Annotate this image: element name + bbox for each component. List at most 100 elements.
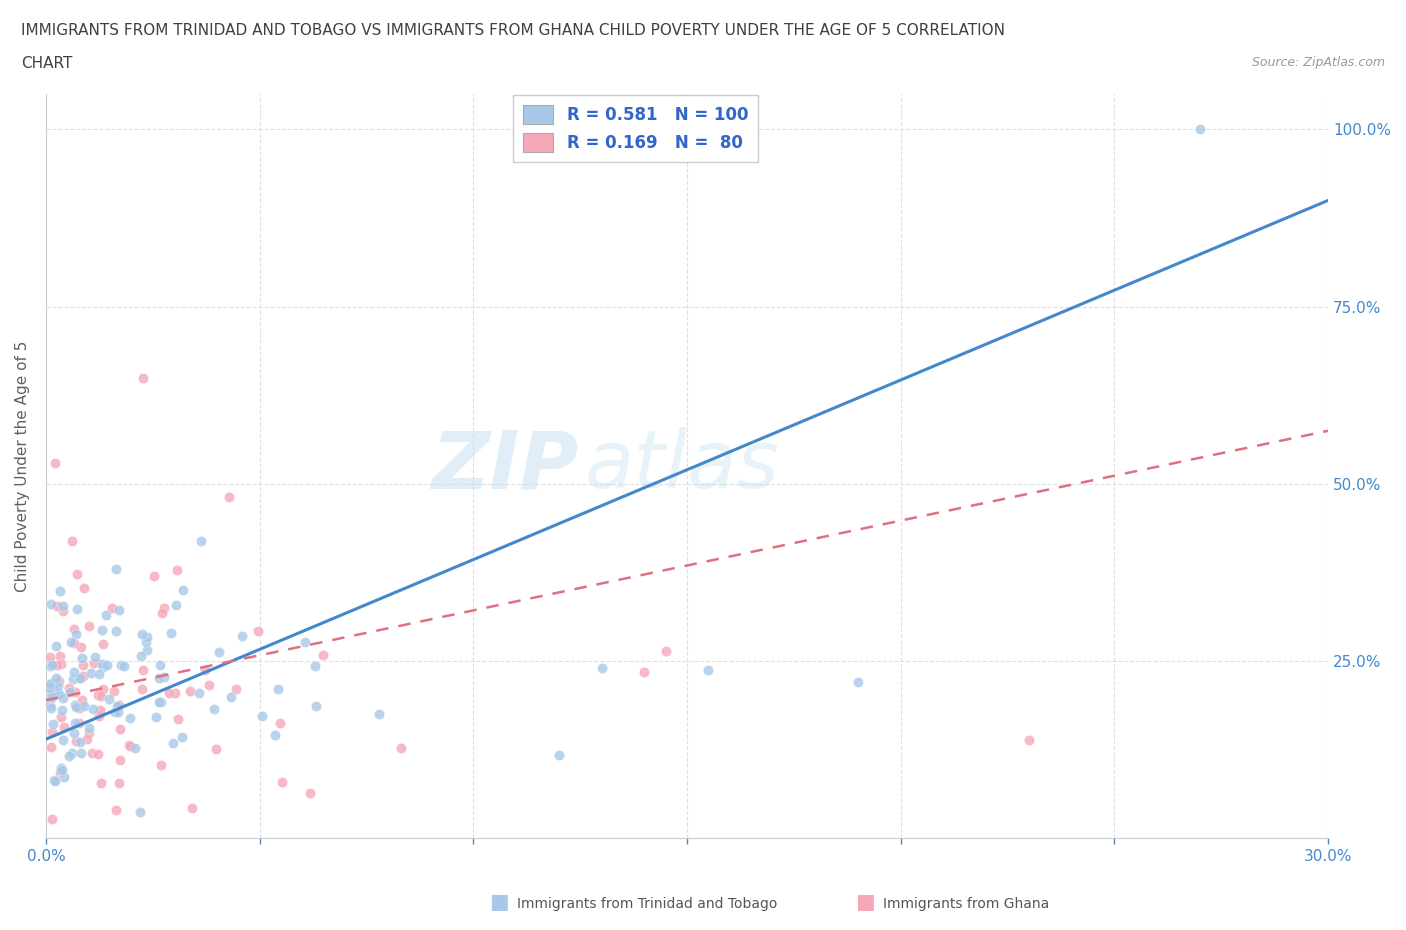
Point [110, 753, 132, 768]
Point [39, 698, 62, 713]
Point [45, 638, 67, 653]
Point [105, 624, 128, 639]
Legend: R = 0.581   N = 100, R = 0.169   N =  80: R = 0.581 N = 100, R = 0.169 N = 80 [513, 95, 758, 162]
Point [70, 746, 93, 761]
Point [49, 649, 72, 664]
Point [304, 698, 326, 713]
Point [58, 749, 80, 764]
Text: atlas: atlas [585, 427, 779, 505]
Point [42, 717, 65, 732]
Point [51, 703, 73, 718]
Point [65, 700, 87, 715]
Point [72, 668, 94, 683]
Point [190, 533, 212, 548]
Point [84, 649, 107, 664]
Point [105, 698, 128, 713]
Text: ■: ■ [855, 892, 875, 912]
Point [188, 686, 211, 701]
Point [697, 662, 720, 677]
Point [41, 680, 63, 695]
Text: ZIP: ZIP [430, 427, 578, 505]
Point [547, 748, 569, 763]
Point [39, 739, 62, 754]
Point [77, 618, 100, 633]
Point [153, 601, 176, 616]
Point [65, 734, 87, 749]
Point [39, 700, 62, 715]
Point [45, 658, 67, 672]
Point [108, 698, 131, 712]
Point [153, 670, 176, 684]
Point [108, 776, 131, 790]
Point [49, 710, 72, 724]
Point [77, 725, 100, 740]
Point [39, 597, 62, 612]
Point [39, 677, 62, 692]
Point [80, 745, 103, 760]
Point [101, 601, 124, 616]
Point [62, 622, 84, 637]
Point [1188, 122, 1211, 137]
Point [263, 727, 285, 742]
Text: Immigrants from Ghana: Immigrants from Ghana [883, 897, 1049, 911]
Point [269, 716, 291, 731]
Point [246, 623, 269, 638]
Point [194, 663, 217, 678]
Point [49, 583, 72, 598]
Point [67, 716, 90, 731]
Point [51, 657, 73, 671]
Point [52, 604, 75, 618]
Point [41, 724, 63, 739]
Point [118, 711, 141, 725]
Point [46, 686, 69, 701]
Point [52, 732, 75, 747]
Point [91, 659, 114, 674]
Point [107, 705, 129, 720]
Point [59, 684, 82, 699]
Point [86, 687, 108, 702]
Point [58, 681, 80, 696]
Point [63, 698, 86, 712]
Point [218, 489, 240, 504]
Point [103, 684, 125, 698]
Point [52, 690, 75, 705]
Point [149, 658, 172, 672]
Point [129, 648, 152, 663]
Point [368, 707, 391, 722]
Point [66, 566, 89, 581]
Point [312, 648, 335, 663]
Point [135, 630, 157, 644]
Point [62, 745, 84, 760]
Point [39, 689, 62, 704]
Point [131, 627, 153, 642]
Point [266, 682, 288, 697]
Point [91, 682, 114, 697]
Point [129, 805, 152, 820]
Point [87, 667, 110, 682]
Point [96, 658, 118, 673]
Point [67, 700, 90, 715]
Point [143, 568, 166, 583]
Point [110, 658, 132, 672]
Point [846, 675, 869, 690]
Point [145, 710, 167, 724]
Point [124, 741, 146, 756]
Point [294, 634, 316, 649]
Point [112, 658, 135, 673]
Point [591, 660, 613, 675]
Point [69, 671, 91, 685]
Point [90, 657, 112, 671]
Point [86, 747, 108, 762]
Point [44, 456, 66, 471]
Point [150, 605, 173, 620]
Point [165, 685, 187, 700]
Point [90, 689, 112, 704]
Point [98, 691, 121, 706]
Point [105, 562, 128, 577]
Point [149, 694, 172, 709]
Point [62, 671, 84, 686]
Point [231, 629, 253, 644]
Point [72, 658, 94, 672]
Point [42, 772, 65, 787]
Point [166, 563, 188, 578]
